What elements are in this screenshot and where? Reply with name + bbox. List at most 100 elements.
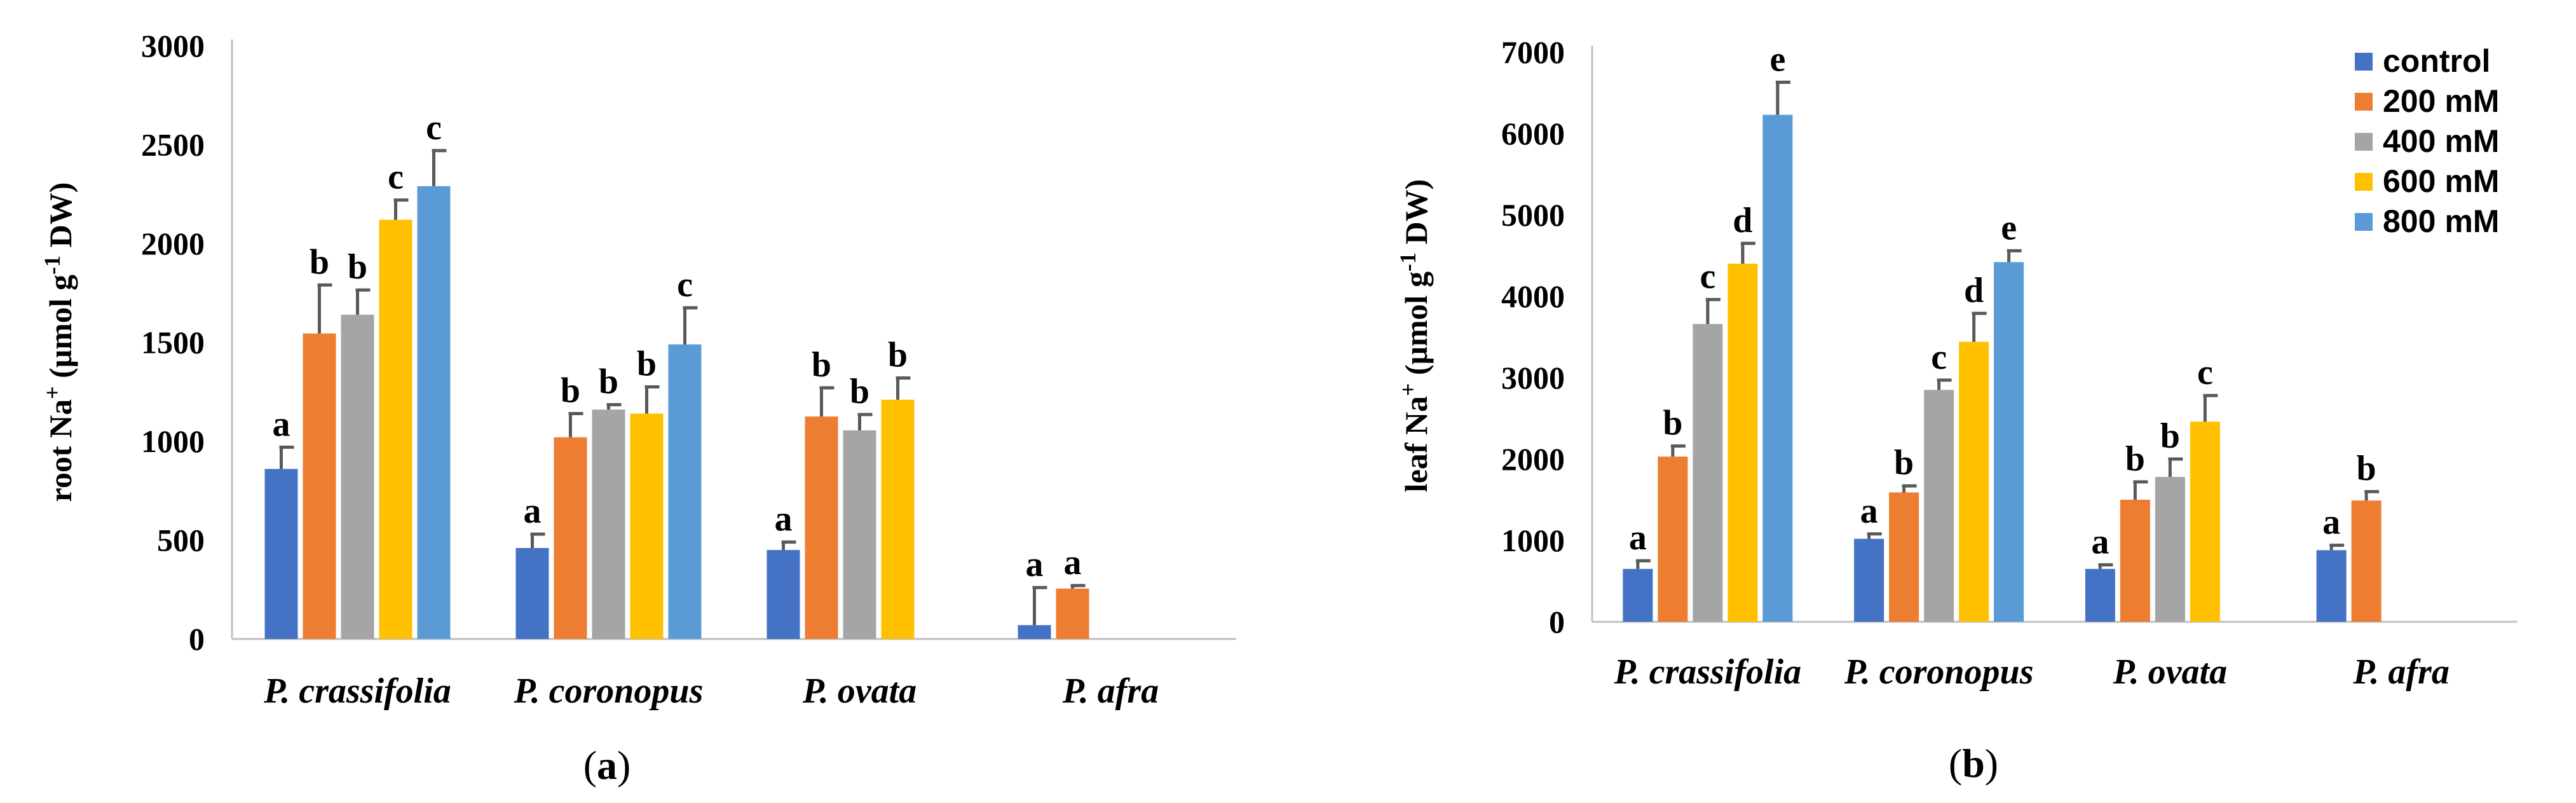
category-label: P. crassifolia (263, 671, 451, 711)
bar (1623, 568, 1653, 622)
significance-letter: b (2160, 416, 2180, 456)
bar (2155, 477, 2185, 622)
y-tick-label: 0 (189, 621, 205, 657)
legend-label: 200 mM (2383, 83, 2499, 119)
bar (1056, 588, 1089, 639)
y-tick-label: 6000 (1501, 116, 1565, 151)
bar (767, 550, 800, 639)
significance-letter: a (1064, 543, 1082, 582)
bar (1959, 341, 1989, 622)
bar (515, 547, 549, 639)
y-tick-label: 2000 (1501, 441, 1565, 477)
significance-letter: c (1700, 257, 1715, 296)
significance-letter: b (2125, 439, 2145, 479)
significance-letter: e (1769, 39, 1785, 79)
y-axis-title: leaf Na+ (μmol g-1 DW) (1395, 179, 1434, 493)
significance-letter: b (348, 247, 367, 287)
bar (2351, 500, 2382, 622)
y-tick-label: 2500 (141, 127, 205, 163)
bar (1693, 324, 1723, 622)
y-tick-label: 2000 (141, 226, 205, 261)
significance-letter: b (1663, 404, 1682, 443)
bar (1994, 262, 2024, 622)
legend-label: 600 mM (2383, 163, 2499, 199)
significance-letter: b (1894, 443, 1914, 483)
chart-panel-b: 0 1000 2000 3000 4000 5000 6000 7000 leaf Na+ (μ… (1395, 34, 2517, 786)
significance-letter: a (1026, 545, 1044, 584)
significance-letter: c (2197, 353, 2213, 392)
y-tick-label: 1000 (141, 423, 205, 459)
legend-label: 800 mM (2383, 203, 2499, 239)
significance-letter: e (2001, 208, 2017, 247)
legend-swatch (2355, 213, 2373, 231)
significance-letter: a (273, 404, 290, 444)
y-tick-label: 1000 (1501, 523, 1565, 558)
significance-letter: b (888, 335, 908, 374)
legend-swatch (2355, 133, 2373, 151)
significance-letter: b (310, 242, 329, 282)
bar (2190, 422, 2220, 622)
category-label: P. coronopus (514, 671, 704, 711)
significance-letter: b (850, 372, 869, 411)
significance-letter: a (2322, 503, 2340, 542)
bar (1924, 390, 1954, 622)
category-label: P. coronopus (1844, 652, 2034, 692)
legend: control 200 mM 400 mM 600 mM 800 mM (2355, 43, 2499, 239)
significance-letter: a (775, 500, 793, 539)
significance-letter: d (1964, 271, 1984, 310)
bar (2120, 500, 2150, 622)
bar (881, 399, 915, 639)
y-axis-title: root Na+ (μmol g-1 DW) (39, 182, 78, 502)
bar (843, 430, 876, 639)
significance-letter: b (637, 344, 657, 383)
significance-letter: c (388, 158, 404, 197)
bar (1658, 456, 1688, 622)
y-tick-label: 0 (1549, 604, 1565, 640)
bar (303, 333, 336, 639)
bar (1762, 114, 1793, 622)
y-tick-label: 5000 (1501, 197, 1565, 233)
bar (2085, 568, 2115, 622)
y-tick-label: 500 (157, 523, 205, 558)
bar (1889, 492, 1919, 622)
category-label: P. crassifolia (1614, 652, 1802, 692)
significance-letter: b (812, 345, 831, 385)
panel-label: (a) (583, 743, 631, 788)
significance-letter: a (524, 491, 542, 531)
chart-panel-a: 0 500 1000 1500 2000 2500 3000 root Na+ (μmol g… (39, 28, 1236, 788)
bar (341, 314, 374, 639)
bar (554, 437, 587, 639)
y-tick-label: 3000 (141, 28, 205, 64)
significance-letter: c (1931, 338, 1947, 377)
panel-label: (b) (1949, 741, 1998, 786)
bar (805, 416, 838, 639)
y-tick-label: 4000 (1501, 278, 1565, 314)
legend-label: control (2383, 43, 2490, 79)
category-label: P. afra (1062, 671, 1159, 711)
category-label: P. ovata (802, 671, 917, 711)
legend-swatch (2355, 173, 2373, 191)
y-tick-label: 1500 (141, 325, 205, 360)
bar (264, 469, 298, 639)
bar (1018, 625, 1051, 639)
significance-letter: d (1733, 201, 1752, 240)
category-label: P. afra (2352, 652, 2449, 692)
bar (379, 219, 412, 639)
legend-swatch (2355, 53, 2373, 71)
y-tick-label: 7000 (1501, 34, 1565, 70)
bar (1854, 539, 1884, 622)
significance-letter: a (1860, 491, 1878, 531)
y-tick-label: 3000 (1501, 360, 1565, 395)
legend-label: 400 mM (2383, 123, 2499, 159)
category-label: P. ovata (2113, 652, 2227, 692)
significance-letter: c (426, 108, 442, 148)
bar (668, 344, 702, 639)
significance-letter: a (1629, 518, 1647, 558)
bar (630, 413, 664, 639)
significance-letter: a (2091, 522, 2109, 561)
legend-swatch (2355, 93, 2373, 111)
bar (2316, 550, 2347, 622)
significance-letter: b (599, 362, 618, 401)
bar (417, 186, 451, 639)
